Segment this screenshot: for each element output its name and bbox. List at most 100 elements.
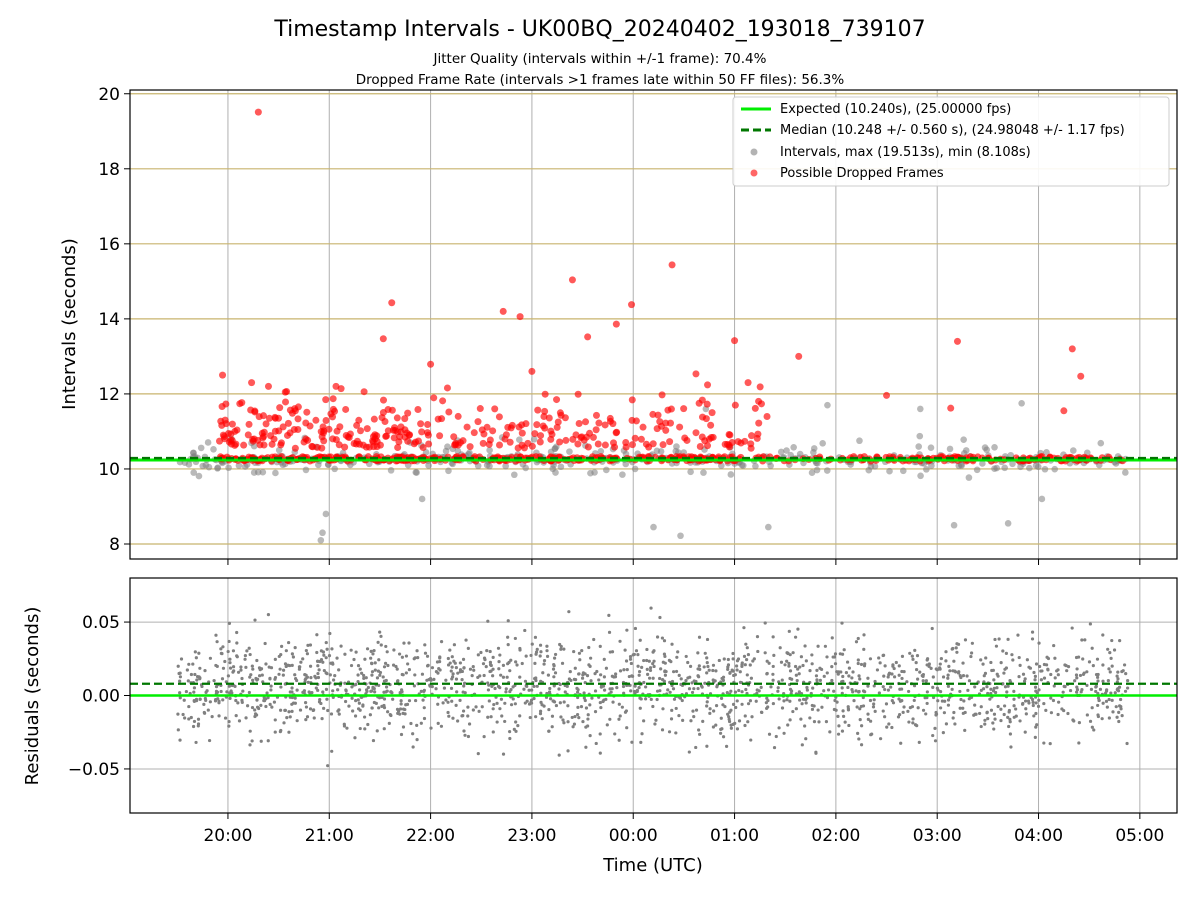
residual-point [234, 713, 238, 718]
residual-point [1094, 689, 1098, 694]
dropped-frame-point [744, 379, 752, 387]
residual-point [925, 657, 930, 661]
residual-point [460, 714, 464, 718]
residual-point [1042, 741, 1046, 745]
residual-point [337, 712, 341, 716]
residual-point [268, 702, 272, 707]
residual-point [810, 662, 814, 666]
dropped-frame-point [236, 400, 244, 408]
residual-point [1014, 707, 1018, 711]
residual-point [981, 662, 985, 666]
residual-point [938, 667, 942, 671]
residual-point [452, 643, 456, 647]
residual-point [690, 681, 694, 685]
residual-point [625, 668, 629, 672]
residual-point [670, 679, 675, 684]
residual-point [315, 633, 319, 637]
residual-point [754, 699, 758, 703]
residual-point [503, 719, 507, 724]
residual-point [255, 678, 259, 682]
residual-point [1120, 669, 1124, 674]
residual-point [582, 696, 586, 700]
residual-point [236, 701, 240, 705]
dropped-frame-point [763, 413, 771, 421]
residual-point [491, 707, 495, 711]
residual-point [810, 653, 814, 657]
residual-point [442, 686, 447, 690]
residual-point [647, 659, 651, 663]
residual-point [703, 681, 707, 685]
residual-point [759, 685, 763, 689]
dropped-frame-point [561, 414, 569, 422]
residual-point [330, 647, 334, 651]
interval-point [210, 446, 217, 453]
residual-point [655, 635, 660, 639]
residual-point [1027, 665, 1031, 669]
residual-point [879, 737, 883, 741]
residual-point [714, 669, 718, 673]
residual-point [953, 669, 957, 673]
residual-point [258, 674, 262, 678]
residual-point [765, 706, 769, 711]
residual-point [501, 752, 506, 756]
residual-point [993, 637, 997, 642]
x-tick-label: 05:00 [1115, 826, 1164, 846]
dropped-frame-point [319, 423, 327, 431]
residual-point [1026, 699, 1031, 703]
residual-point [622, 668, 626, 672]
residual-point [948, 669, 952, 673]
residual-point [368, 713, 372, 717]
residual-point [391, 663, 396, 667]
residual-point [913, 648, 917, 653]
residual-point [302, 690, 306, 695]
residual-point [193, 650, 197, 654]
residual-point [913, 723, 918, 727]
interval-point [413, 469, 420, 476]
residual-point [1117, 704, 1122, 708]
residual-point [795, 678, 799, 683]
residual-point [707, 668, 711, 672]
residual-point [735, 664, 739, 668]
interval-point [790, 444, 797, 451]
residual-point [290, 702, 294, 706]
residual-point [403, 712, 407, 716]
dropped-frame-point [562, 436, 570, 444]
residual-point [824, 720, 829, 724]
residual-point [298, 708, 303, 712]
residual-point [382, 697, 387, 701]
residual-point [640, 732, 644, 736]
residual-point [480, 705, 484, 709]
residual-point [718, 731, 723, 735]
residual-point [883, 664, 887, 668]
residual-point [495, 701, 499, 705]
residual-point [293, 673, 297, 677]
residual-point [979, 724, 983, 729]
residual-point [466, 734, 471, 739]
interval-point [958, 462, 965, 469]
residual-point [1115, 715, 1119, 719]
residual-point [785, 659, 789, 663]
residual-point [449, 669, 453, 673]
dropped-frame-point [666, 438, 674, 446]
residual-point [208, 656, 213, 660]
residual-point [785, 698, 789, 702]
residual-point [766, 698, 770, 703]
residual-point [721, 703, 725, 707]
residual-point [331, 678, 336, 682]
residual-point [295, 719, 299, 723]
residual-point [962, 699, 966, 703]
residual-point [771, 672, 775, 676]
legend-dropped-swatch [750, 169, 758, 177]
interval-point [1004, 520, 1012, 527]
residual-point [890, 725, 894, 730]
interval-point [808, 469, 816, 477]
residual-point [944, 722, 949, 726]
residual-point [451, 672, 455, 676]
residual-point [1018, 663, 1022, 667]
residual-point [582, 691, 586, 695]
residual-point [264, 662, 268, 666]
residual-point [395, 679, 400, 684]
residual-point [842, 648, 846, 652]
dropped-frame-point [496, 441, 504, 449]
residual-point [846, 705, 850, 709]
